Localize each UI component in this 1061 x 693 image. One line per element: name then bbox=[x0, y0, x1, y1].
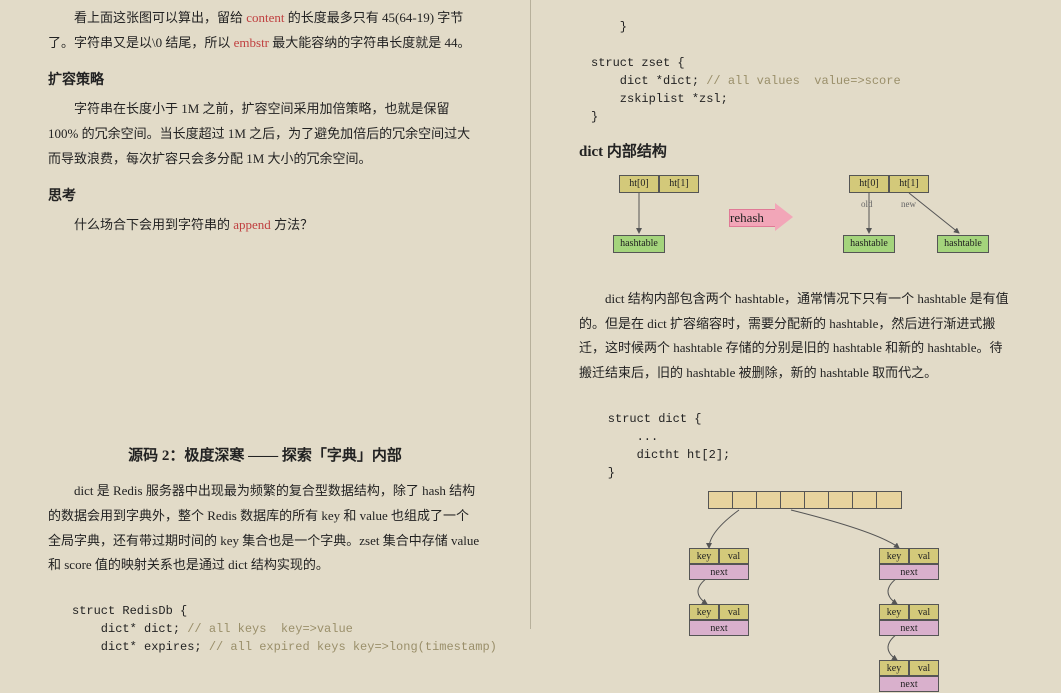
diagram-dict-ht: ht[0] ht[1] hashtable rehash ht[0] ht[1]… bbox=[579, 171, 1019, 271]
box-ht0-left: ht[0] bbox=[619, 175, 659, 193]
bucket-row bbox=[709, 492, 901, 512]
code-line: } bbox=[579, 466, 615, 480]
right-page: } struct zset { dict *dict; // all value… bbox=[531, 0, 1061, 629]
entry-key: key bbox=[689, 604, 719, 620]
code-comment: // all values value=>score bbox=[699, 74, 901, 88]
code-line: } bbox=[591, 20, 627, 34]
text: 方法？ bbox=[274, 217, 313, 232]
bucket-cell bbox=[756, 491, 782, 509]
box-ht1-left: ht[1] bbox=[659, 175, 699, 193]
entry-next: next bbox=[879, 620, 939, 636]
entry-next: next bbox=[879, 676, 939, 692]
bucket-cell bbox=[828, 491, 854, 509]
heading-think: 思考 bbox=[48, 185, 482, 205]
connector-lines-b bbox=[579, 492, 1019, 692]
bucket-cell bbox=[876, 491, 902, 509]
bucket-cell bbox=[708, 491, 734, 509]
entry-next: next bbox=[689, 564, 749, 580]
entry-val: val bbox=[719, 548, 749, 564]
text: 什么场合下会用到字符串的 bbox=[74, 217, 233, 232]
left-page: 看上面这张图可以算出，留给 content 的长度最多只有 45(64-19) … bbox=[0, 0, 530, 629]
code-comment: // all expired keys key=>long(timestamp) bbox=[202, 640, 497, 654]
bucket-cell bbox=[780, 491, 806, 509]
heading-dict-internal: dict 内部结构 bbox=[579, 140, 1013, 161]
diagram-hashtable-entries: key val next key val next key val next k… bbox=[579, 492, 1019, 692]
code-line: struct RedisDb { bbox=[72, 604, 187, 618]
code-zset: } struct zset { dict *dict; // all value… bbox=[591, 0, 1013, 126]
label-new: new bbox=[901, 199, 916, 209]
hl-append: append bbox=[233, 217, 271, 232]
entry-next: next bbox=[879, 564, 939, 580]
entry-key: key bbox=[879, 660, 909, 676]
code-redisdb: struct RedisDb { dict* dict; // all keys… bbox=[72, 584, 482, 656]
label-old: old bbox=[861, 199, 873, 209]
heading-expand-strategy: 扩容策略 bbox=[48, 69, 482, 89]
code-line: struct dict { bbox=[579, 412, 701, 426]
code-line: dict* expires; bbox=[72, 640, 202, 654]
code-line: } bbox=[591, 110, 598, 124]
code-line: zskiplist *zsl; bbox=[591, 92, 728, 106]
entry-val: val bbox=[909, 548, 939, 564]
entry-key: key bbox=[879, 548, 909, 564]
entry-val: val bbox=[909, 604, 939, 620]
text: 看上面这张图可以算出，留给 bbox=[74, 10, 246, 25]
para-dict-explain: dict 结构内部包含两个 hashtable，通常情况下只有一个 hashta… bbox=[579, 287, 1013, 386]
box-hashtable-new: hashtable bbox=[937, 235, 989, 253]
hl-embstr: embstr bbox=[234, 35, 269, 50]
box-hashtable-old: hashtable bbox=[843, 235, 895, 253]
entry-next: next bbox=[689, 620, 749, 636]
code-line: ... bbox=[579, 430, 658, 444]
para-expand-strategy: 字符串在长度小于 1M 之前，扩容空间采用加倍策略，也就是保留 100% 的冗余… bbox=[48, 97, 482, 171]
bucket-cell bbox=[852, 491, 878, 509]
arrow-rehash-head bbox=[775, 203, 793, 231]
hl-content: content bbox=[246, 10, 284, 25]
para-dict-intro: dict 是 Redis 服务器中出现最为频繁的复合型数据结构，除了 hash … bbox=[48, 479, 482, 578]
bucket-cell bbox=[732, 491, 758, 509]
entry-val: val bbox=[719, 604, 749, 620]
entry-val: val bbox=[909, 660, 939, 676]
code-line: dict *dict; bbox=[591, 74, 699, 88]
chapter-title: 源码 2：极度深寒 —— 探索「字典」内部 bbox=[48, 444, 482, 465]
arrow-rehash-body: rehash bbox=[729, 209, 777, 227]
code-line: struct zset { bbox=[591, 56, 685, 70]
box-ht0-right: ht[0] bbox=[849, 175, 889, 193]
entry-key: key bbox=[879, 604, 909, 620]
entry-key: key bbox=[689, 548, 719, 564]
spacer bbox=[48, 244, 482, 414]
code-dict-struct: struct dict { ... dictht ht[2]; } bbox=[579, 392, 1013, 482]
bucket-cell bbox=[804, 491, 830, 509]
code-line: dictht ht[2]; bbox=[579, 448, 730, 462]
para-think: 什么场合下会用到字符串的 append 方法？ bbox=[48, 213, 482, 238]
box-hashtable-left: hashtable bbox=[613, 235, 665, 253]
box-ht1-right: ht[1] bbox=[889, 175, 929, 193]
text: 最大能容纳的字符串长度就是 44。 bbox=[272, 35, 470, 50]
para-content-length: 看上面这张图可以算出，留给 content 的长度最多只有 45(64-19) … bbox=[48, 6, 482, 55]
